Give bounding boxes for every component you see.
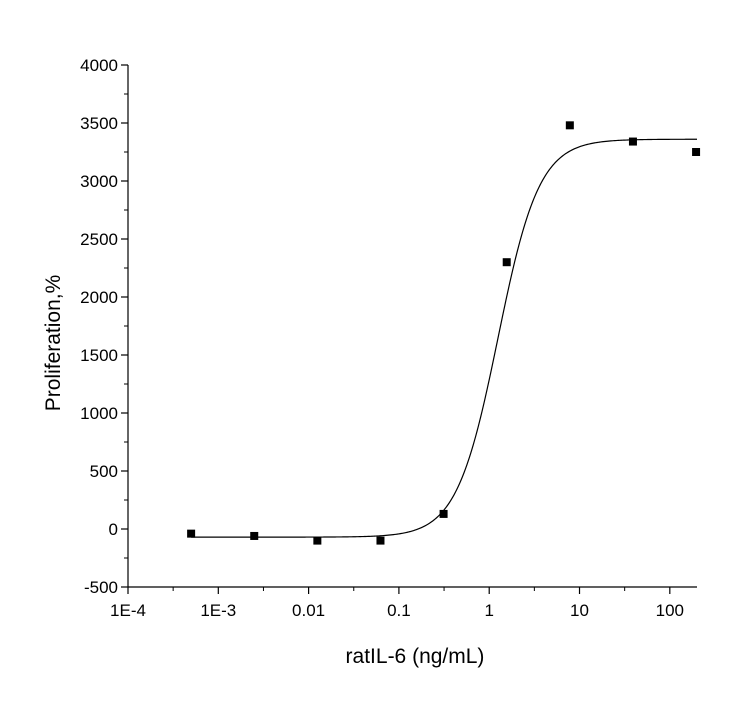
fit-curve	[191, 138, 697, 538]
x-tick-label: 1	[484, 601, 493, 620]
x-tick-label: 0.01	[292, 601, 325, 620]
fit-curve-layer	[191, 138, 697, 538]
y-tick-label: -500	[84, 578, 118, 597]
data-point	[313, 536, 322, 545]
data-point	[565, 121, 574, 130]
y-tick-label: 2000	[80, 288, 118, 307]
y-tick-label: 1000	[80, 404, 118, 423]
x-tick-label: 1E-4	[110, 601, 146, 620]
axes: -500 0 500 1000 1500 2000 2500 3000 3500 4000 1E-4…	[80, 56, 697, 620]
data-points	[187, 121, 701, 545]
x-tick-label: 1E-3	[200, 601, 236, 620]
data-point	[439, 509, 448, 518]
y-tick-label: 3500	[80, 114, 118, 133]
data-point	[628, 137, 637, 146]
y-tick-label: 1500	[80, 346, 118, 365]
y-axis-title: Proliferation,%	[42, 275, 65, 412]
x-tick-label: 100	[656, 601, 684, 620]
x-tick-label: 10	[570, 601, 589, 620]
data-point	[692, 148, 701, 156]
y-tick-label: 3000	[80, 172, 118, 191]
x-axis-title: ratIL-6 (ng/mL)	[346, 645, 485, 668]
data-point	[250, 531, 259, 540]
y-tick-label: 4000	[80, 56, 118, 75]
x-tick-label: 0.1	[387, 601, 411, 620]
data-point	[376, 536, 385, 545]
y-tick-label: 2500	[80, 230, 118, 249]
y-tick-label: 0	[109, 520, 118, 539]
y-tick-label: 500	[90, 462, 118, 481]
data-point	[187, 529, 196, 538]
data-point	[502, 258, 511, 267]
